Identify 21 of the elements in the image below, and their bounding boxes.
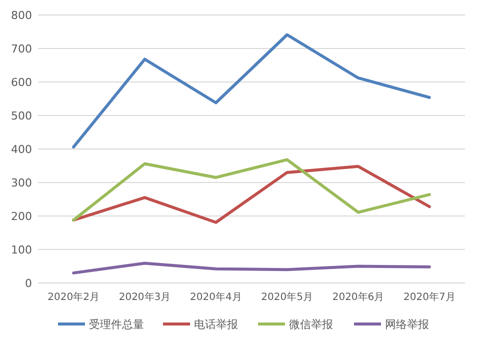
x-tick-label: 2020年3月	[118, 291, 171, 303]
y-tick-label: 700	[11, 42, 32, 56]
y-tick-label: 200	[11, 210, 32, 223]
y-tick-label: 300	[11, 176, 32, 190]
legend-label: 电话举报	[194, 318, 238, 331]
legend-label: 网络举报	[385, 318, 429, 331]
y-tick-label: 400	[11, 143, 32, 156]
x-tick-label: 2020年6月	[332, 291, 384, 303]
x-tick-label: 2020年7月	[404, 291, 456, 303]
y-tick-label: 800	[11, 9, 32, 22]
y-tick-label: 100	[11, 244, 32, 256]
legend-label: 微信举报	[289, 318, 333, 331]
y-tick-label: 500	[11, 110, 32, 122]
x-tick-label: 2020年5月	[261, 291, 313, 303]
y-tick-label: 0	[25, 277, 32, 290]
legend-label: 受理件总量	[89, 318, 144, 331]
x-tick-label: 2020年2月	[48, 291, 100, 303]
y-tick-label: 600	[11, 76, 32, 89]
line-series	[72, 33, 431, 148]
line-series	[72, 262, 431, 274]
x-tick-label: 2020年4月	[190, 291, 242, 303]
